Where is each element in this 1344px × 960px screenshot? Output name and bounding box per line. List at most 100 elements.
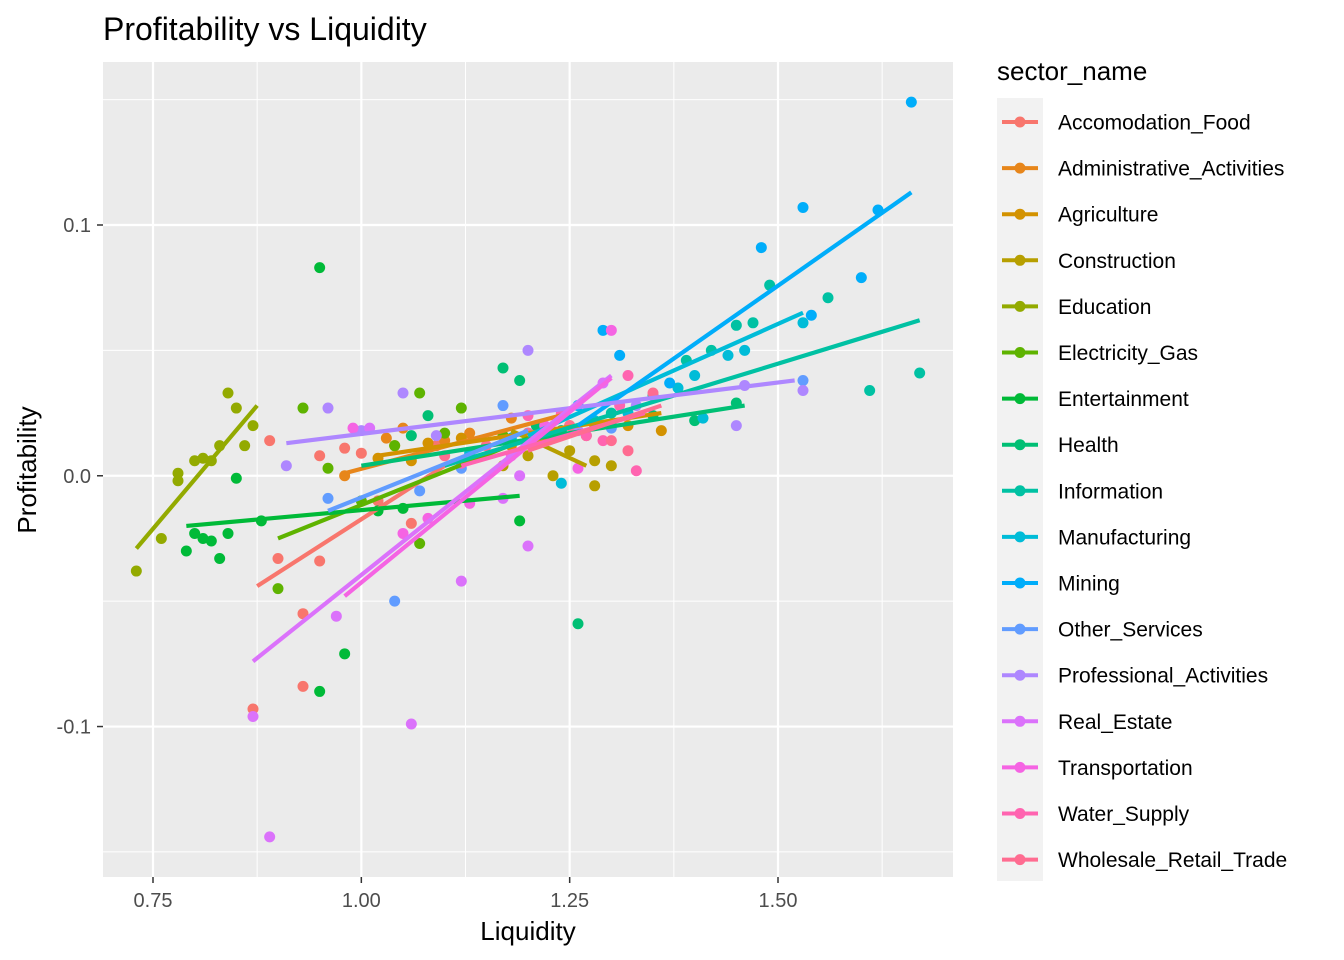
data-point [389,595,401,607]
legend-key-point [1014,854,1026,866]
data-point [322,492,334,504]
data-point [380,432,392,444]
data-point [414,387,426,399]
legend-key-point [1014,347,1026,358]
data-point [405,517,417,529]
data-point [330,610,342,622]
legend-key-point [1014,439,1026,451]
x-tick-label: 1.00 [342,890,381,912]
data-point [522,540,534,552]
data-point [322,402,334,414]
x-axis-title: Liquidity [480,916,575,946]
legend-label: Water_Supply [1058,803,1190,826]
x-tick-label: 1.25 [550,890,589,912]
data-point [247,420,259,432]
fit-line [134,404,259,550]
data-point [522,450,534,462]
data-point [322,462,334,474]
legend-key-point [1014,162,1026,174]
data-point [314,685,326,697]
data-point [514,515,526,527]
data-point [514,470,526,482]
fit-line [251,373,613,663]
data-point [672,382,684,394]
data-point [439,427,451,439]
data-point [230,472,242,484]
data-point [314,555,326,567]
chart-title: Profitability vs Liquidity [103,11,427,47]
data-point [689,369,701,381]
data-point [730,319,742,331]
legend-key-point [1014,208,1026,220]
data-point [297,402,309,414]
x-axis: 0.75 1.00 1.25 1.50 [134,877,797,912]
data-point [547,470,559,482]
data-point [497,400,509,412]
data-point [572,618,584,630]
data-point [597,435,609,447]
legend-key-point [1014,393,1026,405]
data-point [464,427,476,439]
fit-line [327,428,529,513]
data-point [264,435,276,447]
data-point [214,553,226,565]
data-point [397,387,409,399]
data-point [172,475,184,487]
data-point [797,201,809,213]
data-point [605,324,617,336]
grid [103,62,953,877]
data-point [297,680,309,692]
data-point [389,440,401,452]
data-point [272,553,284,565]
data-point [189,455,201,467]
fit-line [510,428,588,468]
legend-key-point [1014,300,1026,312]
data-point [864,385,876,397]
legend-label: Administrative_Activities [1058,158,1284,181]
data-point [189,527,201,539]
legend-label: Health [1058,434,1119,457]
data-point [197,452,209,464]
legend-label: Professional_Activities [1058,665,1268,688]
legend: Accomodation_Food Administrative_Activiti… [997,98,1287,881]
data-point [514,374,526,386]
data-point [589,480,601,492]
data-point [589,455,601,467]
fit-line [527,403,663,453]
data-point [247,711,259,723]
data-point [205,535,217,547]
data-point [497,362,509,374]
data-point [414,537,426,549]
data-point [597,324,609,336]
data-point [180,545,192,557]
legend-label: Agriculture [1058,204,1158,227]
data-point [197,532,209,544]
legend-key-point [1014,623,1026,635]
data-point [905,96,917,108]
data-point [155,532,167,544]
legend-key-point [1014,715,1026,727]
legend-label: Information [1058,480,1163,503]
data-point [272,583,284,595]
fit-line [343,376,613,598]
legend-label: Real_Estate [1058,711,1172,734]
data-point [622,369,634,381]
data-point [314,262,326,274]
data-point [130,565,142,577]
data-point [339,648,351,660]
data-point [572,462,584,474]
plot-panel [103,62,953,877]
data-point [614,349,626,361]
data-point [230,402,242,414]
legend-key-point [1014,254,1026,266]
data-point [422,410,434,422]
legend-label: Entertainment [1058,388,1189,411]
data-point [689,415,701,427]
data-point [430,430,442,442]
legend-key-point [1014,531,1026,543]
data-point [397,527,409,539]
data-point [355,447,367,459]
data-point [697,412,709,424]
data-point [622,445,634,457]
data-point [739,344,751,356]
